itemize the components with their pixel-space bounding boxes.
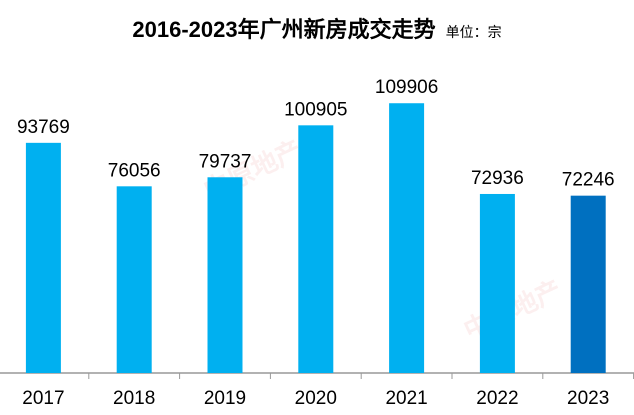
x-tick-label: 2020: [295, 388, 337, 409]
bar-2018: [116, 186, 152, 373]
data-label: 76056: [108, 160, 161, 181]
x-tick-label: 2019: [204, 388, 246, 409]
x-tick-label: 2021: [385, 388, 427, 409]
bar-2023: [570, 195, 606, 373]
data-label: 100905: [284, 99, 347, 120]
bar-2020: [298, 125, 334, 373]
data-label: 72936: [471, 168, 524, 189]
unit-label: 单位：宗: [445, 24, 502, 40]
x-tick-label: 2018: [113, 388, 155, 409]
data-label: 109906: [375, 77, 438, 98]
bar-2021: [389, 103, 425, 374]
data-label: 79737: [199, 151, 252, 172]
chart-title: 2016-2023年广州新房成交走势 单位：宗: [0, 12, 634, 44]
bar-2022: [479, 193, 515, 373]
bar-2017: [25, 142, 61, 373]
data-label: 93769: [17, 117, 70, 138]
x-tick-label: 2023: [567, 388, 609, 409]
x-tick-label: 2022: [476, 388, 518, 409]
bar-2019: [207, 177, 243, 373]
x-tick-label: 2017: [22, 388, 64, 409]
title-text: 2016-2023年广州新房成交走势: [132, 17, 436, 42]
data-label: 72246: [562, 170, 615, 191]
